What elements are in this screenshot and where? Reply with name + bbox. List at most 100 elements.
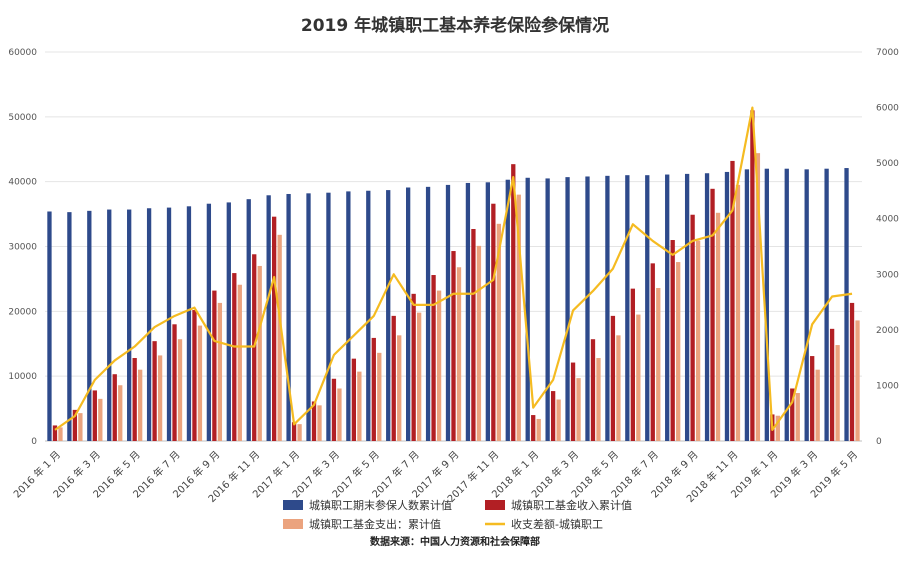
- bar: [326, 192, 331, 441]
- bar: [306, 193, 311, 441]
- bar: [212, 290, 217, 441]
- bar: [286, 193, 291, 441]
- bar: [605, 175, 610, 441]
- bar: [411, 293, 416, 441]
- bar: [531, 415, 536, 441]
- bar: [849, 302, 855, 441]
- bar: [670, 240, 675, 441]
- bar: [377, 352, 382, 441]
- legend-label: 城镇职工基金收入累计值: [511, 498, 632, 512]
- bar: [237, 284, 242, 441]
- bar: [371, 337, 376, 441]
- bar: [710, 188, 715, 441]
- bar: [118, 385, 123, 441]
- bar: [291, 422, 297, 441]
- bar: [138, 369, 143, 441]
- bar: [724, 171, 730, 442]
- bar: [804, 169, 809, 441]
- y-right-tick-label: 1000: [876, 381, 899, 391]
- bar: [405, 187, 411, 441]
- bar: [730, 160, 735, 442]
- bar: [98, 398, 103, 441]
- bar: [445, 184, 451, 442]
- bar: [87, 210, 92, 441]
- bar: [317, 405, 322, 441]
- bar: [351, 358, 357, 441]
- bar: [78, 413, 83, 441]
- bar: [676, 262, 681, 441]
- bar: [257, 265, 262, 441]
- bar: [704, 173, 710, 441]
- line-series: [54, 106, 853, 431]
- legend-label: 城镇职工期末参保人数累计值: [309, 498, 452, 512]
- bar: [630, 288, 635, 441]
- bars: [47, 110, 860, 442]
- bar: [485, 182, 491, 441]
- bar: [590, 339, 596, 441]
- bar: [425, 186, 431, 441]
- bar: [277, 234, 282, 441]
- bar: [391, 315, 396, 441]
- y-left-tick-label: 10000: [8, 372, 37, 382]
- bar: [431, 275, 436, 441]
- bar: [172, 324, 177, 441]
- bar: [206, 203, 212, 441]
- bar: [132, 358, 137, 441]
- bar: [665, 174, 670, 441]
- bar: [550, 391, 556, 441]
- line-series-path: [54, 106, 853, 431]
- bar: [177, 339, 183, 441]
- bar: [545, 178, 550, 442]
- y-left-tick-label: 30000: [8, 243, 37, 253]
- bar: [127, 209, 132, 441]
- bar: [217, 302, 223, 441]
- chart-title: 2019 年城镇职工基本养老保险参保情况: [301, 15, 609, 36]
- bar: [58, 427, 63, 441]
- bar: [451, 251, 456, 441]
- bar: [735, 184, 741, 442]
- bar: [197, 325, 203, 441]
- bar: [152, 341, 157, 441]
- bar: [297, 424, 302, 441]
- source-note: 数据来源：中国人力资源和社会保障部: [370, 535, 540, 548]
- bar: [750, 110, 755, 441]
- bar: [656, 287, 661, 441]
- y-right-tick-label: 7000: [876, 48, 899, 58]
- bar: [596, 358, 601, 441]
- y-right-tick-label: 0: [876, 437, 882, 447]
- legend-label: 收支差额-城镇职工: [511, 517, 603, 531]
- bar: [645, 175, 650, 441]
- bar: [72, 409, 78, 441]
- bar: [536, 418, 541, 441]
- bar: [331, 378, 337, 441]
- legend-swatch: [485, 500, 505, 510]
- bar: [829, 328, 835, 441]
- bar: [795, 393, 800, 441]
- bar: [157, 355, 163, 441]
- bar: [815, 369, 820, 441]
- bar: [476, 245, 482, 441]
- bar: [266, 195, 271, 441]
- bar: [690, 214, 695, 441]
- bar: [456, 267, 462, 441]
- bar: [650, 263, 655, 441]
- bar: [570, 362, 576, 441]
- bar: [252, 254, 257, 441]
- bar: [357, 371, 362, 441]
- legend-swatch: [283, 500, 303, 510]
- bar: [471, 228, 476, 441]
- bar: [556, 399, 561, 441]
- legend-swatch: [283, 519, 303, 529]
- bar: [616, 335, 621, 441]
- bar: [67, 212, 72, 441]
- bar: [810, 356, 815, 441]
- y-right-tick-label: 2000: [876, 326, 899, 336]
- bar: [496, 223, 502, 441]
- bar: [192, 310, 197, 441]
- bar: [166, 207, 172, 441]
- bar: [505, 179, 510, 441]
- bar: [346, 191, 351, 441]
- y-right-tick-label: 5000: [876, 159, 899, 169]
